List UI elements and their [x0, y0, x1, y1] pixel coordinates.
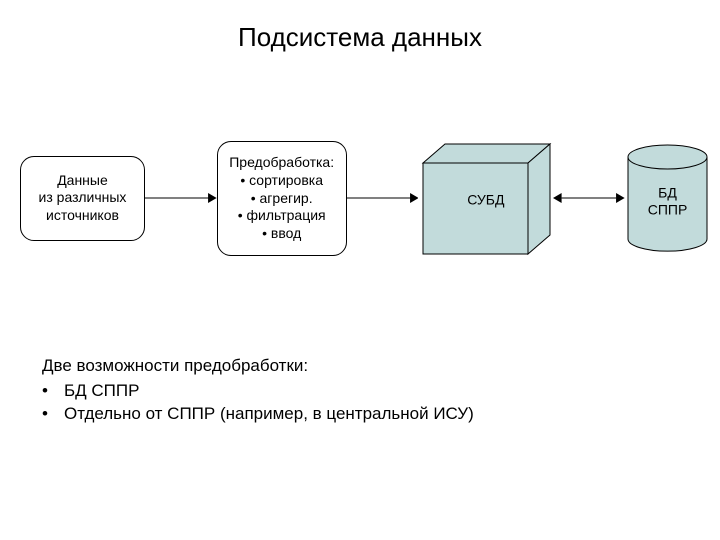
flow-row: Данные из различных источников Предобраб… [20, 128, 710, 268]
bullet-icon: • [42, 403, 64, 426]
sources-text: Данные из различных источников [39, 172, 127, 225]
prep-item: • фильтрация [238, 207, 326, 225]
prep-item: • ввод [262, 225, 301, 243]
arrow-icon [347, 198, 419, 199]
bullet-icon: • [42, 380, 64, 403]
notes-text: Отдельно от СППР (например, в центрально… [64, 404, 474, 423]
prep-item: • сортировка [240, 172, 323, 190]
sources-line: источников [39, 207, 127, 225]
preprocessing-node: Предобработка: • сортировка • агрегир. •… [217, 141, 347, 256]
slide-title: Подсистема данных [0, 22, 720, 53]
db-line1: БД [648, 185, 688, 202]
prep-item: • агрегир. [251, 190, 313, 208]
subd-label: СУБД [467, 192, 504, 208]
notes-block: Две возможности предобработки: •БД СППР … [42, 355, 474, 426]
prep-heading: Предобработка: [229, 154, 334, 170]
sources-line: из различных [39, 189, 127, 207]
subd-cube: СУБД [418, 141, 553, 256]
db-cylinder: БД СППР [625, 143, 710, 253]
double-arrow-icon [553, 198, 625, 199]
db-line2: СППР [648, 201, 688, 218]
arrow-icon [145, 198, 217, 199]
notes-text: БД СППР [64, 381, 139, 400]
sources-line: Данные [39, 172, 127, 190]
notes-item: •Отдельно от СППР (например, в центральн… [42, 403, 474, 426]
sources-node: Данные из различных источников [20, 156, 145, 241]
notes-heading: Две возможности предобработки: [42, 355, 474, 378]
db-label: БД СППР [648, 185, 688, 219]
notes-item: •БД СППР [42, 380, 474, 403]
